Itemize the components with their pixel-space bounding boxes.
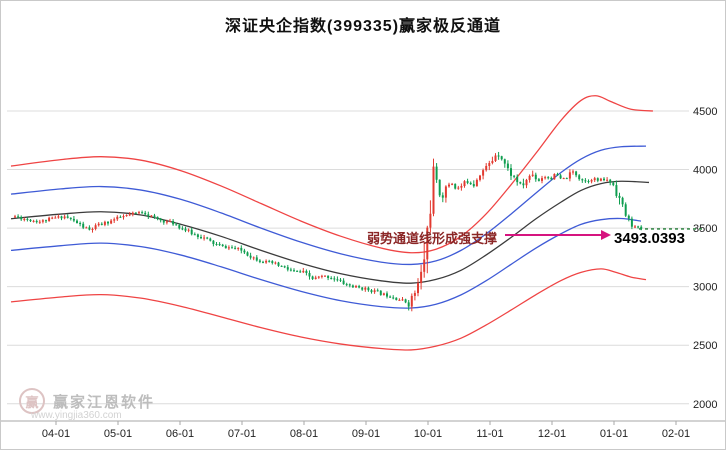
brand-logo-icon: 赢 — [19, 388, 45, 414]
x-tick-label: 05-01 — [104, 428, 132, 440]
x-tick-label: 09-01 — [352, 428, 380, 440]
y-axis-labels: 2000 2500 3000 3500 4000 4500 — [693, 106, 717, 411]
x-tick-label: 06-01 — [166, 428, 194, 440]
support-annotation-text: 弱势通道线形成强支撑 — [367, 231, 498, 246]
watermark-url-text: www.yingjia360.com — [31, 410, 122, 421]
y-tick-label: 4000 — [693, 165, 717, 177]
annotation-arrow-line — [505, 234, 603, 236]
x-tick-label: 01-01 — [600, 428, 628, 440]
x-tick-label: 12-01 — [538, 428, 566, 440]
chart-title: 深证央企指数(399335)赢家极反通道 — [224, 18, 502, 35]
channel-line-blue-top — [10, 145, 647, 266]
x-tick-label: 02-01 — [662, 428, 690, 440]
annotation-arrow-head-icon — [601, 230, 611, 240]
support-price-label: 3493.0393 — [614, 230, 685, 247]
grid-lines — [7, 110, 689, 405]
watermark-brand-text: 赢家江恩软件 — [53, 394, 156, 411]
y-tick-label: 2500 — [693, 340, 717, 352]
x-axis: 04-01 05-01 06-01 07-01 08-01 09-01 10-01 11-01… — [1, 420, 725, 440]
y-tick-label: 3500 — [693, 223, 717, 235]
channel-lines — [10, 95, 654, 351]
candlestick-series — [14, 151, 643, 312]
x-tick-label: 07-01 — [228, 428, 256, 440]
x-tick-label: 04-01 — [42, 428, 70, 440]
x-tick-label: 11-01 — [476, 428, 503, 440]
y-tick-label: 4500 — [693, 106, 717, 118]
y-tick-label: 2000 — [693, 399, 717, 411]
x-tick-label: 10-01 — [414, 428, 442, 440]
channel-line-mid — [10, 180, 650, 284]
channel-line-red-bot — [10, 268, 647, 351]
x-tick-label: 08-01 — [290, 428, 318, 440]
channel-line-blue-bot — [10, 217, 642, 309]
y-tick-label: 3000 — [693, 282, 717, 294]
